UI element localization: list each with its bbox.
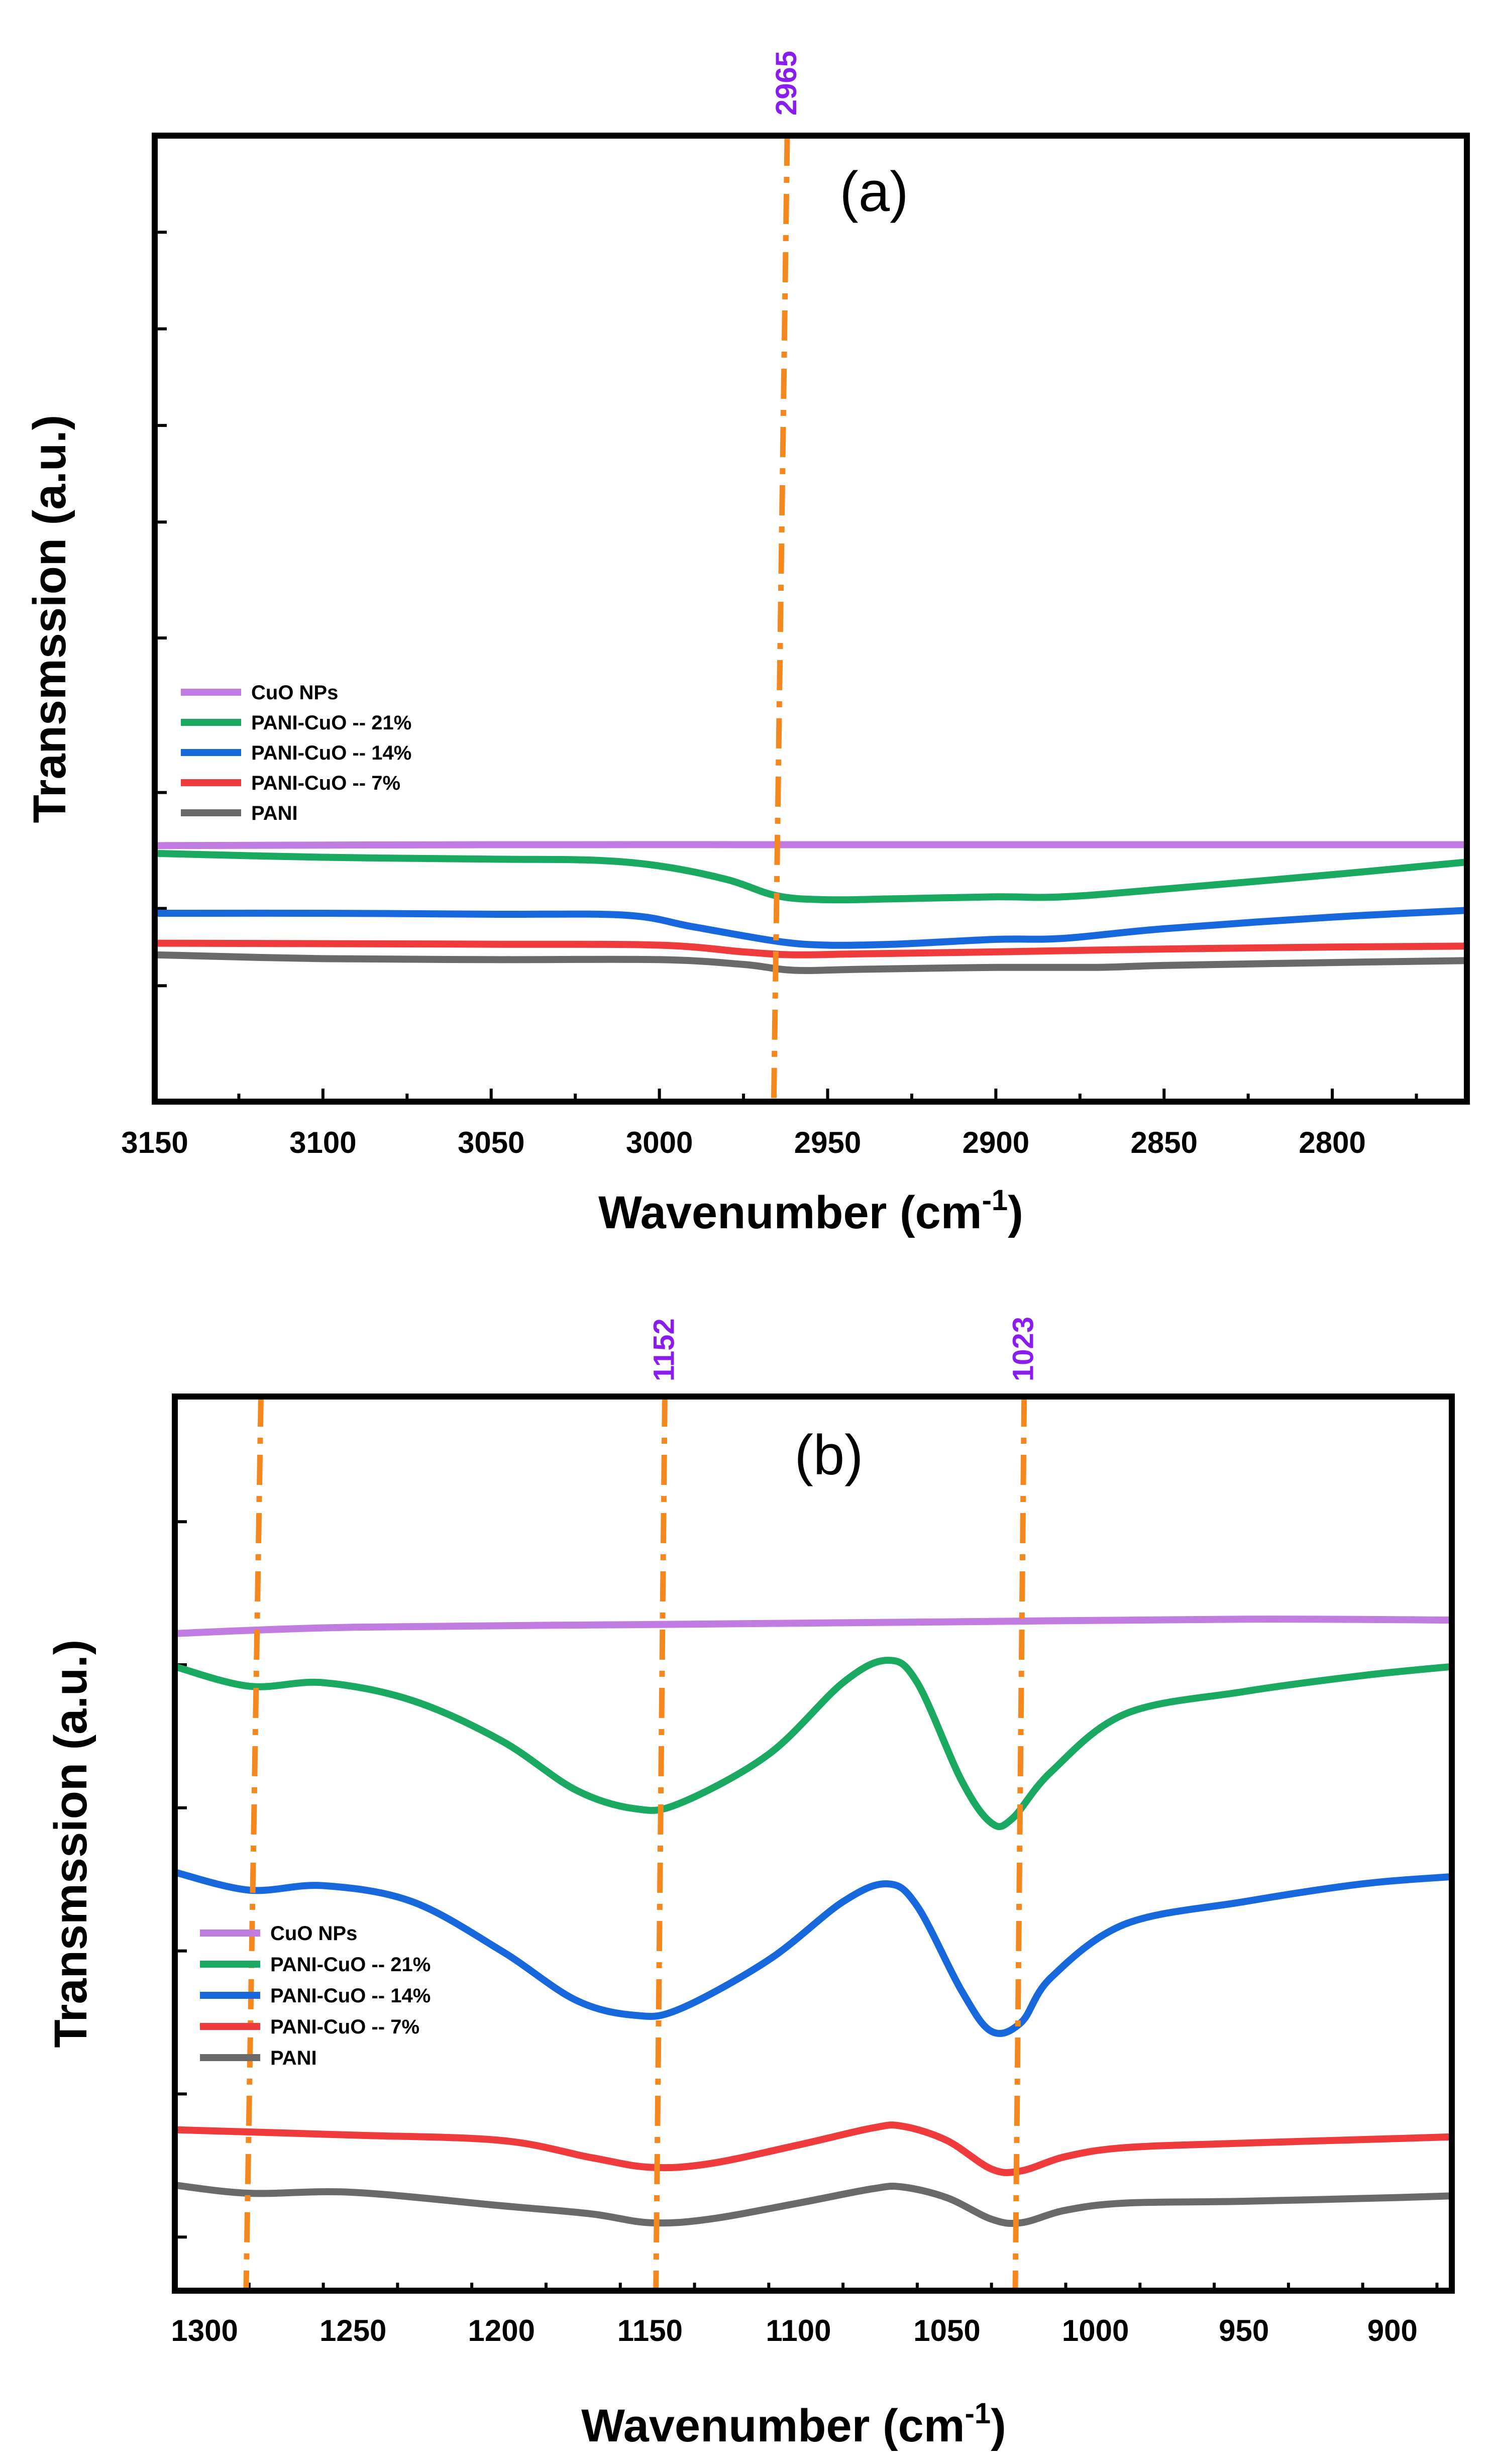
x-tick-label: 950 [1219, 2314, 1269, 2347]
x-tick-label: 1100 [766, 2314, 831, 2347]
x-tick-label: 3100 [289, 1126, 356, 1159]
plot-frame [152, 133, 1470, 1105]
x-axis-title-close: ) [1008, 1187, 1023, 1238]
x-tick-label: 900 [1367, 2314, 1418, 2347]
x-axis-title: Wavenumber (cm-1) [581, 2397, 1006, 2451]
legend-entry: PANI-CuO -- 14% [251, 742, 411, 764]
marker-label: 2965 [770, 51, 803, 116]
x-axis-title-main: Wavenumber (cm [598, 1187, 982, 1238]
chart-panel-b: 1300 1250 1200 1150 1100 1050 1000 950 900 Wavenu… [45, 1317, 1455, 2451]
series-line-pani [155, 951, 1467, 975]
marker-line [771, 135, 790, 1102]
x-axis-title-main: Wavenumber (cm [581, 2400, 965, 2451]
x-tick-label: 2800 [1299, 1126, 1365, 1159]
y-axis-title: Transmssion (a.u.) [45, 1640, 96, 2048]
legend-entry: CuO NPs [270, 1922, 357, 1945]
series-line-pani-cuo-21 [155, 849, 1467, 904]
series-line-pani-cuo-7 [175, 2121, 1452, 2177]
legend-entry: PANI-CuO -- 21% [270, 1954, 431, 1976]
x-tick-label: 1000 [1062, 2314, 1129, 2347]
x-tick-label: 1250 [319, 2314, 386, 2347]
marker-line [1012, 1396, 1027, 2291]
series-line-pani-cuo-14 [155, 907, 1467, 949]
panel-label: (b) [795, 1424, 864, 1486]
plot-area [175, 1616, 1452, 2227]
legend-entry: PANI-CuO -- 7% [251, 772, 400, 794]
plot-frame [172, 1394, 1455, 2294]
x-axis-title: Wavenumber (cm-1) [598, 1184, 1023, 1238]
legend-entry: PANI [251, 802, 298, 824]
plot-area [155, 841, 1467, 975]
legend-entry: PANI-CuO -- 14% [270, 1985, 431, 2007]
chart-panel-a: 3150 3100 3050 3000 2950 2900 2850 2800 Wavenumb… [24, 51, 1470, 1238]
x-axis-title-superscript: -1 [965, 2397, 991, 2430]
marker-line [243, 1396, 264, 2291]
legend-entry: PANI-CuO -- 7% [270, 2016, 419, 2038]
x-tick-label: 3050 [458, 1126, 524, 1159]
series-line-pani-cuo-14 [175, 1869, 1452, 2037]
x-axis-title-superscript: -1 [982, 1184, 1008, 1217]
x-tick-label: 3150 [121, 1126, 188, 1159]
x-tick-label: 2900 [963, 1126, 1029, 1159]
marker-line [653, 1396, 668, 2291]
x-axis-title-close: ) [991, 2400, 1006, 2451]
legend-entry: PANI-CuO -- 21% [251, 712, 411, 734]
x-tick-label: 1200 [468, 2314, 535, 2347]
series-line-pani-cuo-21 [175, 1657, 1452, 1831]
series-line-pani [175, 2182, 1452, 2227]
x-tick-label: 2850 [1130, 1126, 1197, 1159]
legend-entry: CuO NPs [251, 682, 338, 704]
series-line-pani-cuo-7 [155, 939, 1467, 958]
x-tick-label: 1150 [617, 2314, 683, 2347]
series-line-cuo-nps [155, 841, 1467, 849]
x-tick-label: 3000 [626, 1126, 693, 1159]
x-tick-label: 1300 [171, 2314, 238, 2347]
series-line-cuo-nps [175, 1616, 1452, 1637]
marker-label: 1152 [648, 1318, 680, 1381]
marker-label: 1023 [1007, 1317, 1040, 1381]
x-tick-label: 2950 [794, 1126, 861, 1159]
legend-entry: PANI [270, 2047, 317, 2069]
x-tick-label: 1050 [913, 2314, 980, 2347]
panel-label: (a) [840, 160, 909, 223]
y-axis-title: Transmssion (a.u.) [24, 415, 75, 823]
